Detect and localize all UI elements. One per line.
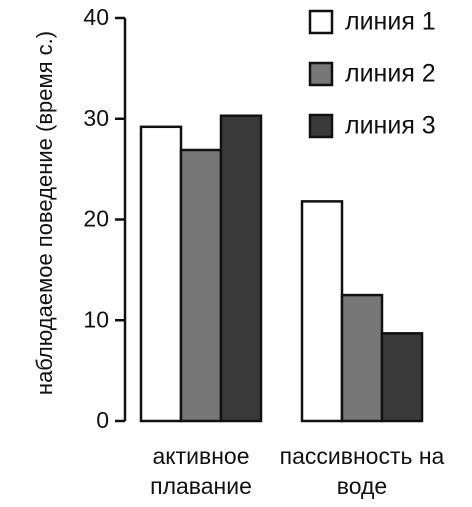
legend-swatch bbox=[308, 9, 334, 35]
x-tick-label: пассивность на воде bbox=[279, 443, 445, 499]
y-tick-label: 30 bbox=[83, 105, 109, 131]
bar bbox=[219, 114, 263, 423]
legend-label: линия 2 bbox=[345, 60, 436, 88]
legend-label: линия 1 bbox=[345, 8, 436, 36]
y-tick-label: 20 bbox=[83, 206, 109, 232]
bar bbox=[139, 125, 183, 423]
legend-swatch bbox=[308, 113, 334, 139]
x-tick-label: активное плавание bbox=[150, 443, 252, 499]
y-tick-label: 10 bbox=[83, 306, 109, 332]
y-tick-label: 40 bbox=[83, 4, 109, 30]
bar bbox=[340, 293, 384, 423]
bar bbox=[380, 332, 424, 423]
legend-label: линия 3 bbox=[345, 112, 436, 140]
legend-swatch bbox=[308, 61, 334, 87]
bar bbox=[300, 200, 344, 423]
y-axis-label: наблюдаемое поведение (время с.) bbox=[32, 30, 57, 396]
y-tick-label: 0 bbox=[96, 407, 109, 433]
bar bbox=[179, 148, 223, 423]
